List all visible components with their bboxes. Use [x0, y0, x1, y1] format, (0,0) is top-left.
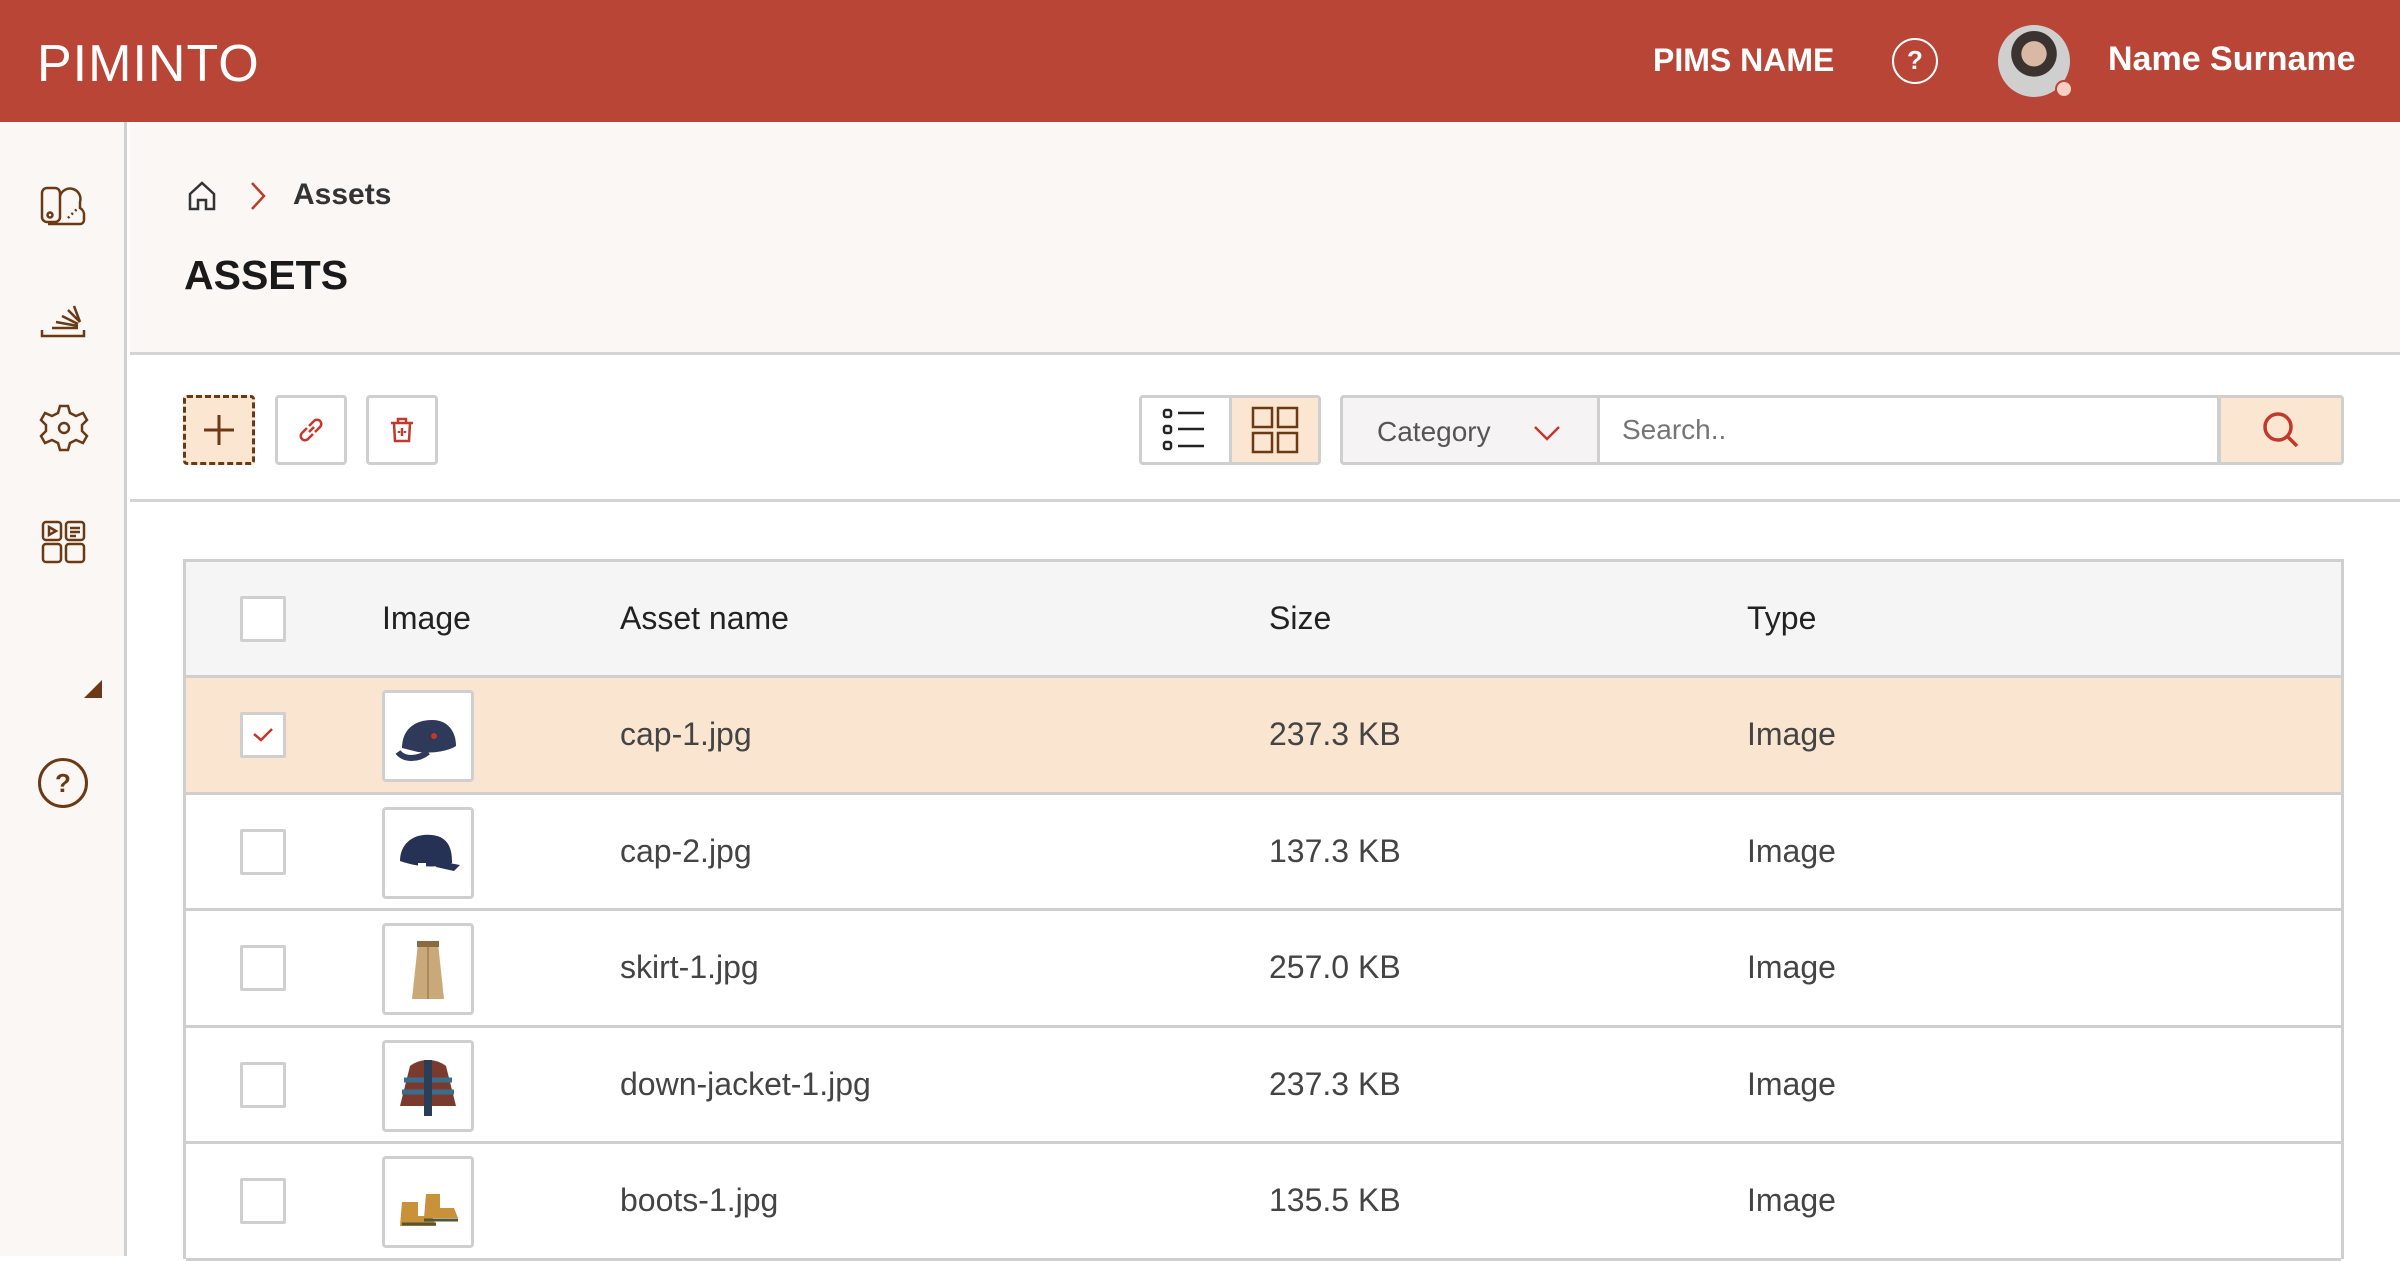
asset-type: Image: [1747, 949, 1836, 985]
row-checkbox[interactable]: [240, 828, 286, 875]
asset-name[interactable]: skirt-1.jpg: [620, 949, 759, 985]
thumbnail-image: [400, 834, 460, 871]
view-toggle: [1139, 395, 1321, 465]
plus-icon: [204, 415, 234, 445]
table-row[interactable]: skirt-1.jpg 257.0 KB Image: [186, 911, 2341, 1028]
search-button[interactable]: [2218, 395, 2344, 465]
select-all-checkbox[interactable]: [240, 596, 286, 642]
toolbar: Category: [130, 355, 2400, 502]
asset-name[interactable]: down-jacket-1.jpg: [620, 1065, 871, 1102]
home-icon[interactable]: [186, 180, 218, 212]
asset-thumbnail[interactable]: [382, 806, 474, 899]
logo[interactable]: PIMINTO: [37, 35, 260, 93]
delete-button[interactable]: [366, 395, 438, 465]
category-label: Category: [1377, 416, 1491, 447]
add-button[interactable]: [183, 395, 255, 465]
catalog-icon[interactable]: [38, 182, 90, 234]
asset-size: 137.3 KB: [1269, 832, 1401, 869]
top-header: PIMINTO PIMS NAME ? Name Surname: [0, 0, 2400, 122]
asset-size: 257.0 KB: [1269, 949, 1401, 985]
column-type[interactable]: Type: [1747, 600, 1817, 636]
search-input[interactable]: [1600, 395, 2220, 465]
expand-corner-icon[interactable]: [84, 680, 102, 698]
pims-name: PIMS NAME: [1653, 42, 1835, 78]
thumbnail-image: [400, 1194, 458, 1226]
page-header: Assets ASSETS: [130, 122, 2400, 355]
grid-icon: [1251, 406, 1298, 454]
asset-thumbnail[interactable]: [382, 1156, 474, 1248]
search-icon: [2263, 412, 2299, 448]
row-checkbox[interactable]: [240, 1061, 286, 1108]
chevron-right-icon: [251, 182, 266, 210]
help-icon[interactable]: ?: [1892, 38, 1938, 84]
list-icon: [1163, 408, 1205, 451]
asset-type: Image: [1747, 832, 1836, 869]
thumbnail-image: [412, 941, 444, 999]
link-button[interactable]: [275, 395, 347, 465]
category-dropdown[interactable]: Category: [1340, 395, 1600, 465]
asset-thumbnail[interactable]: [382, 690, 474, 782]
trash-icon: [391, 417, 413, 443]
list-view-button[interactable]: [1142, 398, 1229, 462]
asset-name[interactable]: cap-2.jpg: [620, 832, 752, 869]
asset-type: Image: [1747, 716, 1836, 752]
chevron-down-icon: [1534, 426, 1560, 441]
assets-icon[interactable]: [38, 518, 90, 570]
table-row[interactable]: down-jacket-1.jpg 237.3 KB Image: [186, 1028, 2341, 1144]
link-icon: [299, 418, 323, 442]
asset-size: 135.5 KB: [1269, 1182, 1401, 1218]
column-image[interactable]: Image: [382, 600, 471, 636]
row-checkbox[interactable]: [240, 945, 286, 991]
breadcrumb-current: Assets: [293, 178, 392, 211]
table-header: Image Asset name Size Type: [186, 562, 2341, 678]
asset-thumbnail[interactable]: [382, 923, 474, 1015]
column-asset-name[interactable]: Asset name: [620, 600, 789, 636]
asset-name[interactable]: cap-1.jpg: [620, 716, 752, 752]
asset-size: 237.3 KB: [1269, 1065, 1401, 1102]
import-icon[interactable]: [38, 292, 90, 344]
asset-size: 237.3 KB: [1269, 716, 1401, 752]
row-checkbox[interactable]: [240, 712, 286, 758]
table-row[interactable]: cap-2.jpg 137.3 KB Image: [186, 795, 2341, 911]
check-icon: [253, 728, 273, 742]
asset-thumbnail[interactable]: [382, 1039, 474, 1132]
help-icon[interactable]: ?: [38, 758, 88, 808]
grid-view-button[interactable]: [1228, 398, 1318, 462]
page-title: ASSETS: [184, 252, 349, 298]
assets-table: Image Asset name Size Type cap-1.jpg 237…: [183, 559, 2344, 1261]
sidebar: ?: [0, 122, 127, 1256]
status-dot: [2055, 80, 2073, 98]
table-row[interactable]: cap-1.jpg 237.3 KB Image: [186, 678, 2341, 795]
asset-type: Image: [1747, 1182, 1836, 1218]
row-checkbox[interactable]: [240, 1178, 286, 1224]
asset-type: Image: [1747, 1065, 1836, 1102]
table-row[interactable]: boots-1.jpg 135.5 KB Image: [186, 1144, 2341, 1261]
settings-icon[interactable]: [38, 402, 90, 454]
asset-name[interactable]: boots-1.jpg: [620, 1182, 779, 1218]
thumbnail-image: [400, 1059, 456, 1116]
column-size[interactable]: Size: [1269, 600, 1332, 636]
user-name[interactable]: Name Surname: [2108, 40, 2356, 78]
thumbnail-image: [395, 720, 456, 761]
